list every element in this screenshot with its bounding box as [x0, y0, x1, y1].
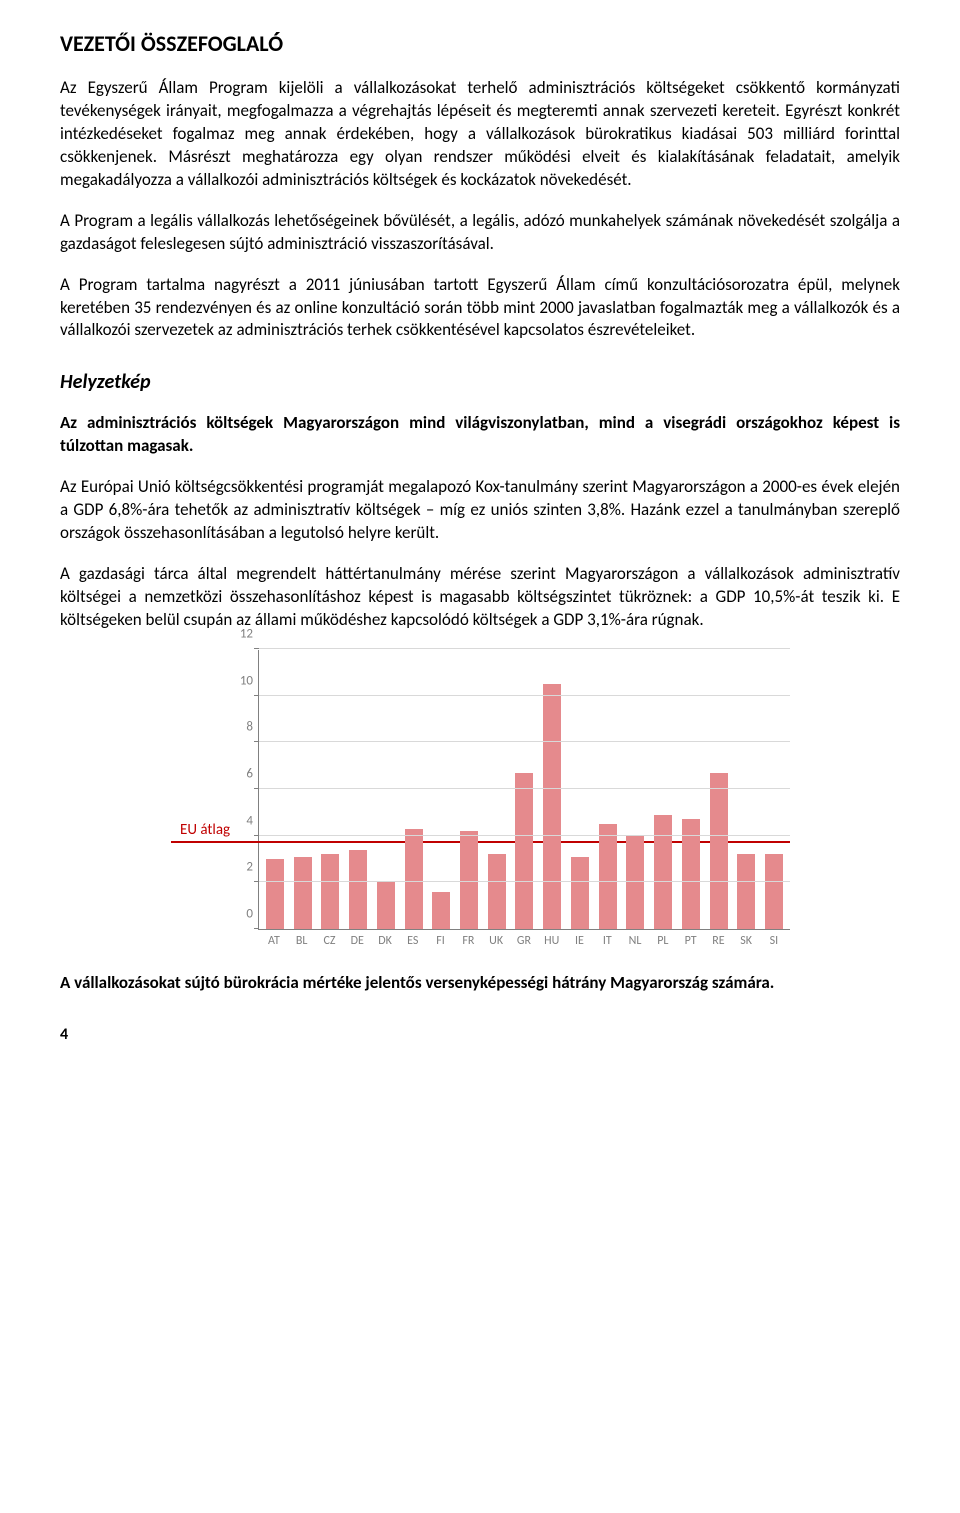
chart-xlabel: IE — [570, 934, 588, 948]
page-title: VEZETŐI ÖSSZEFOGLALÓ — [60, 30, 900, 57]
chart-bar — [515, 773, 533, 929]
closing-paragraph: A vállalkozásokat sújtó bürokrácia mérté… — [60, 972, 900, 995]
intro-paragraph-1: Az Egyszerű Állam Program kijelöli a vál… — [60, 77, 900, 192]
chart-xlabel: AT — [265, 934, 283, 948]
chart-xlabel: PL — [654, 934, 672, 948]
chart-x-labels: AT BL CZ DE DK ES FI FR UK GR HU IE IT NL PL PT RE SK SI — [258, 930, 790, 948]
chart-ytick-label: 6 — [229, 766, 253, 781]
chart-xlabel: IT — [598, 934, 616, 948]
body-paragraph-5: A gazdasági tárca által megrendelt hátté… — [60, 563, 900, 632]
chart-ytick-mark — [254, 695, 259, 696]
chart-bar — [294, 857, 312, 929]
chart-bar — [460, 831, 478, 929]
chart-bars — [259, 650, 790, 929]
chart-xlabel: SK — [737, 934, 755, 948]
eu-average-label: EU átlag — [180, 821, 230, 839]
chart-bar — [432, 892, 450, 929]
intro-paragraph-2: A Program a legális vállalkozás lehetősé… — [60, 210, 900, 256]
chart-ytick-label: 4 — [229, 813, 253, 828]
chart-ytick-mark — [254, 881, 259, 882]
chart-bar — [654, 815, 672, 929]
chart-ytick-mark — [254, 788, 259, 789]
chart-bar — [349, 850, 367, 929]
chart-xlabel: NL — [626, 934, 644, 948]
chart-xlabel: SI — [765, 934, 783, 948]
chart-xlabel: FR — [459, 934, 477, 948]
intro-paragraph-3: A Program tartalma nagyrészt a 2011 júni… — [60, 274, 900, 343]
chart-ytick-mark — [254, 928, 259, 929]
chart-xlabel: ES — [404, 934, 422, 948]
chart-gridline — [259, 695, 790, 696]
chart-xlabel: CZ — [320, 934, 338, 948]
chart-ytick-mark — [254, 835, 259, 836]
chart-bar — [321, 854, 339, 929]
chart-xlabel: HU — [543, 934, 561, 948]
chart-xlabel: PT — [682, 934, 700, 948]
chart-bar — [737, 854, 755, 929]
chart-bar — [488, 854, 506, 929]
chart-bar — [599, 824, 617, 929]
chart-gridline — [259, 741, 790, 742]
chart-ytick-label: 0 — [229, 906, 253, 921]
chart-xlabel: RE — [709, 934, 727, 948]
chart-bar — [682, 819, 700, 929]
chart-bar — [571, 857, 589, 929]
admin-cost-bar-chart: EU átlag 024681012 ATBLCZDEDKESFIFRUKGRH… — [170, 650, 790, 948]
chart-xlabel: FI — [432, 934, 450, 948]
chart-bar — [710, 773, 728, 929]
section-heading: Helyzetkép — [60, 370, 900, 394]
chart-bar — [266, 859, 284, 929]
chart-bar — [543, 684, 561, 929]
chart-bar — [405, 829, 423, 929]
lead-paragraph: Az adminisztrációs költségek Magyarorszá… — [60, 412, 900, 458]
chart-bar — [765, 854, 783, 929]
chart-ytick-label: 2 — [229, 860, 253, 875]
chart-ytick-mark — [254, 648, 259, 649]
chart-ytick-label: 10 — [229, 673, 253, 688]
chart-xlabel: GR — [515, 934, 533, 948]
page-number: 4 — [60, 1025, 900, 1044]
body-paragraph-4: Az Európai Unió költségcsökkentési progr… — [60, 476, 900, 545]
chart-xlabel: UK — [487, 934, 505, 948]
chart-gridline — [259, 881, 790, 882]
chart-xlabel: DE — [348, 934, 366, 948]
chart-xlabel: BL — [293, 934, 311, 948]
chart-ytick-label: 8 — [229, 720, 253, 735]
chart-ytick-mark — [254, 741, 259, 742]
chart-gridline — [259, 835, 790, 836]
chart-gridline — [259, 648, 790, 649]
chart-bar — [377, 882, 395, 929]
chart-ytick-label: 12 — [229, 626, 253, 641]
chart-gridline — [259, 788, 790, 789]
chart-xlabel: DK — [376, 934, 394, 948]
